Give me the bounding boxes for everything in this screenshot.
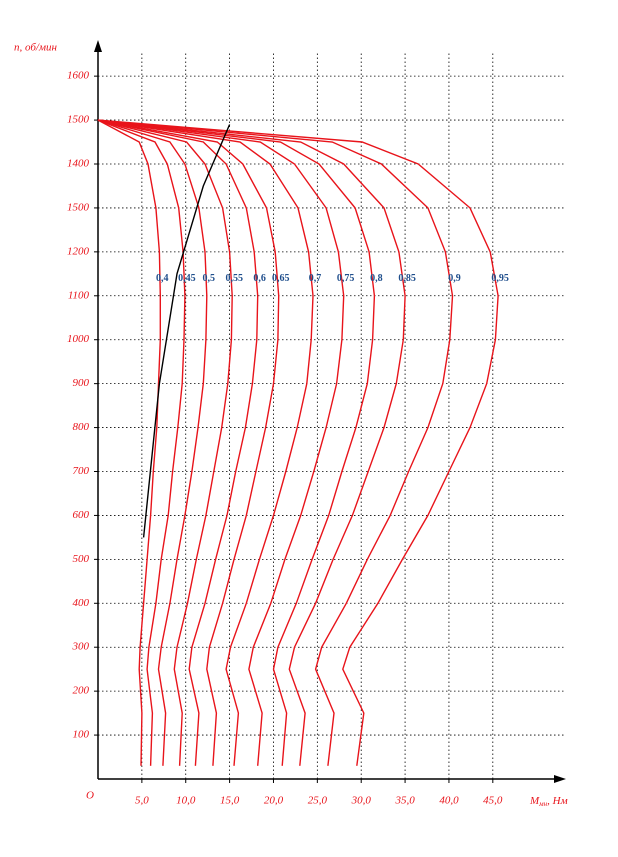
y-tick-label: 1500 [67, 201, 90, 213]
series-line [97, 119, 233, 766]
y-tick-label: 1600 [67, 70, 90, 82]
series-label: 0,7 [309, 273, 322, 284]
series-label: 0,5 [203, 273, 216, 284]
series-label: 0,55 [225, 273, 243, 284]
y-tick-label: 500 [73, 553, 90, 565]
series-line [97, 119, 406, 766]
y-tick-label: 300 [72, 641, 90, 653]
series-label: 0,9 [448, 273, 461, 284]
x-tick-label: 10,0 [176, 795, 196, 807]
x-tick-label: 40,0 [439, 795, 459, 807]
series-label: 0,85 [398, 273, 416, 284]
y-tick-label: 400 [73, 597, 90, 609]
series-label: 0,4 [156, 273, 169, 284]
x-tick-label: 5,0 [135, 795, 149, 807]
series-line [97, 119, 280, 766]
series-label: 0,65 [272, 273, 290, 284]
y-tick-label: 700 [73, 465, 90, 477]
series-line [97, 119, 259, 766]
y-tick-label: 1000 [67, 333, 90, 345]
x-tick-label: 20,0 [264, 795, 284, 807]
series-line [97, 119, 208, 766]
series-line [97, 119, 454, 766]
y-tick-label: 200 [73, 685, 90, 697]
series-line [97, 119, 186, 766]
y-tick-label: 1400 [67, 158, 90, 170]
x-tick-label: 15,0 [220, 795, 240, 807]
y-tick-label: 1100 [68, 289, 90, 301]
series-line [97, 119, 499, 766]
origin-label: O [86, 790, 94, 802]
series-line [142, 124, 231, 538]
y-tick-label: 900 [73, 377, 90, 389]
series-label: 0,95 [491, 273, 509, 284]
y-arrow [94, 40, 102, 52]
series-line [97, 119, 314, 766]
series-label: 0,8 [370, 273, 383, 284]
series-line [97, 119, 345, 766]
x-label-sub: мн [538, 800, 547, 808]
x-axis-label: Mмн, Нм [529, 795, 568, 808]
x-label-rest: , Нм [547, 795, 567, 807]
series-label: 0,75 [337, 273, 355, 284]
y-tick-label: 100 [73, 729, 90, 741]
y-tick-label: 1200 [67, 245, 90, 257]
x-tick-label: 25,0 [308, 795, 328, 807]
y-tick-label: 600 [73, 509, 90, 521]
series-line [97, 119, 376, 766]
x-tick-label: 30,0 [351, 795, 372, 807]
x-label-main: M [529, 795, 540, 807]
x-tick-label: 45,0 [483, 795, 503, 807]
x-tick-label: 35,0 [394, 795, 415, 807]
y-tick-label: 1500 [67, 114, 90, 126]
y-tick-label: 800 [73, 421, 90, 433]
series-label: 0,6 [253, 273, 266, 284]
y-axis-label: n, об/мин [14, 42, 57, 54]
series-line [97, 119, 162, 766]
x-arrow [554, 775, 566, 783]
series-label: 0,45 [178, 273, 196, 284]
